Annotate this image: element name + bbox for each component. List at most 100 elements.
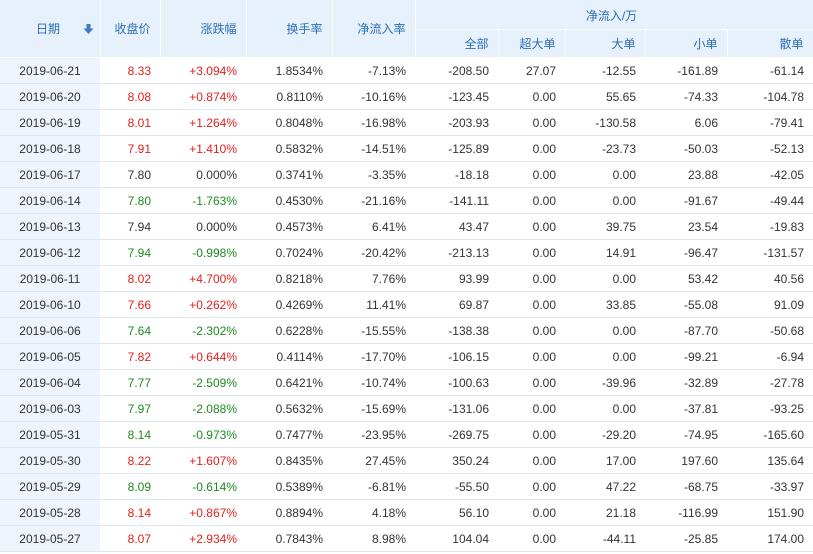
header-large[interactable]: 大单 [565, 29, 646, 58]
cell-net-ratio: -16.98% [332, 109, 415, 136]
cell-net-ratio: -7.13% [332, 57, 415, 84]
cell-change: +1.607% [160, 447, 246, 474]
header-change[interactable]: 涨跌幅 [160, 0, 247, 58]
cell-extra-large: 0.00 [498, 239, 565, 266]
cell-large: -130.58 [565, 109, 645, 136]
cell-turnover: 0.3741% [246, 161, 332, 188]
header-small[interactable]: 小单 [645, 29, 728, 58]
cell-turnover: 0.5389% [246, 473, 332, 500]
table-row: 2019-05-29 8.09 -0.614% 0.5389% -6.81% -55.50… [0, 473, 813, 500]
cell-turnover: 0.4269% [246, 291, 332, 318]
cell-close: 8.07 [100, 525, 160, 552]
cell-retail: -6.94 [727, 343, 813, 370]
header-date-label: 日期 [36, 22, 61, 36]
table-row: 2019-06-04 7.77 -2.509% 0.6421% -10.74% -100.… [0, 369, 813, 396]
cell-date: 2019-05-31 [0, 421, 100, 448]
cell-extra-large: 0.00 [498, 473, 565, 500]
cell-extra-large: 0.00 [498, 135, 565, 162]
cell-large: 0.00 [565, 395, 645, 422]
cell-large: 39.75 [565, 213, 645, 240]
cell-large: -39.96 [565, 369, 645, 396]
cell-change: -0.614% [160, 473, 246, 500]
cell-extra-large: 0.00 [498, 161, 565, 188]
cell-date: 2019-05-27 [0, 525, 100, 552]
cell-small: -116.99 [645, 499, 727, 526]
cell-large: -12.55 [565, 57, 645, 84]
header-retail[interactable]: 散单 [727, 29, 813, 58]
cell-net-ratio: 27.45% [332, 447, 415, 474]
table-row: 2019-06-06 7.64 -2.302% 0.6228% -15.55% -138.… [0, 317, 813, 344]
header-extra-large[interactable]: 超大单 [498, 29, 566, 58]
cell-turnover: 0.4573% [246, 213, 332, 240]
cell-small: -55.08 [645, 291, 727, 318]
cell-date: 2019-06-13 [0, 213, 100, 240]
cell-small: 6.06 [645, 109, 727, 136]
table-row: 2019-06-12 7.94 -0.998% 0.7024% -20.42% -213.… [0, 239, 813, 266]
cell-all: -131.06 [415, 395, 498, 422]
header-turnover[interactable]: 换手率 [246, 0, 333, 58]
cell-date: 2019-06-06 [0, 317, 100, 344]
cell-close: 7.66 [100, 291, 160, 318]
table-row: 2019-06-20 8.08 +0.874% 0.8110% -10.16% -123.… [0, 83, 813, 110]
cell-date: 2019-05-30 [0, 447, 100, 474]
table-row: 2019-05-31 8.14 -0.973% 0.7477% -23.95% -269.… [0, 421, 813, 448]
table-row: 2019-06-03 7.97 -2.088% 0.5632% -15.69% -131.… [0, 395, 813, 422]
cell-change: +4.700% [160, 265, 246, 292]
cell-change: +0.867% [160, 499, 246, 526]
table-row: 2019-06-21 8.33 +3.094% 1.8534% -7.13% -208.5… [0, 57, 813, 84]
cell-large: 17.00 [565, 447, 645, 474]
cell-small: 197.60 [645, 447, 727, 474]
cell-small: 23.54 [645, 213, 727, 240]
cell-turnover: 0.4114% [246, 343, 332, 370]
cell-change: -2.302% [160, 317, 246, 344]
header-close[interactable]: 收盘价 [100, 0, 161, 58]
cell-net-ratio: -10.74% [332, 369, 415, 396]
cell-change: +0.644% [160, 343, 246, 370]
cell-turnover: 0.8048% [246, 109, 332, 136]
table-row: 2019-06-14 7.80 -1.763% 0.4530% -21.16% -141.… [0, 187, 813, 214]
cell-all: -141.11 [415, 187, 498, 214]
cell-retail: -33.97 [727, 473, 813, 500]
cell-all: 104.04 [415, 525, 498, 552]
cell-net-ratio: -15.69% [332, 395, 415, 422]
cell-all: 43.47 [415, 213, 498, 240]
cell-retail: 40.56 [727, 265, 813, 292]
cell-retail: 91.09 [727, 291, 813, 318]
cell-extra-large: 0.00 [498, 213, 565, 240]
cell-date: 2019-06-17 [0, 161, 100, 188]
header-all[interactable]: 全部 [415, 29, 499, 58]
cell-change: +1.410% [160, 135, 246, 162]
table-row: 2019-06-10 7.66 +0.262% 0.4269% 11.41% 69.87 0… [0, 291, 813, 318]
cell-turnover: 1.8534% [246, 57, 332, 84]
cell-net-ratio: 11.41% [332, 291, 415, 318]
cell-retail: 135.64 [727, 447, 813, 474]
cell-date: 2019-06-21 [0, 57, 100, 84]
sort-desc-arrow-icon[interactable] [83, 23, 94, 37]
cell-retail: -42.05 [727, 161, 813, 188]
table-row: 2019-06-18 7.91 +1.410% 0.5832% -14.51% -125.… [0, 135, 813, 162]
cell-all: -100.63 [415, 369, 498, 396]
cell-date: 2019-05-28 [0, 499, 100, 526]
cell-all: 93.99 [415, 265, 498, 292]
cell-all: -55.50 [415, 473, 498, 500]
cell-net-ratio: -23.95% [332, 421, 415, 448]
cell-all: 56.10 [415, 499, 498, 526]
cell-turnover: 0.6228% [246, 317, 332, 344]
header-net-ratio[interactable]: 净流入率 [332, 0, 416, 58]
cell-small: -50.03 [645, 135, 727, 162]
cell-all: 350.24 [415, 447, 498, 474]
cell-close: 8.09 [100, 473, 160, 500]
cell-change: -0.973% [160, 421, 246, 448]
cell-close: 7.77 [100, 369, 160, 396]
table-row: 2019-05-28 8.14 +0.867% 0.8894% 4.18% 56.10 0.… [0, 499, 813, 526]
cell-retail: -165.60 [727, 421, 813, 448]
cell-turnover: 0.8435% [246, 447, 332, 474]
cell-all: -138.38 [415, 317, 498, 344]
table-row: 2019-06-11 8.02 +4.700% 0.8218% 7.76% 93.99 0.… [0, 265, 813, 292]
table-row: 2019-06-17 7.80 0.000% 0.3741% -3.35% -18.18 0… [0, 161, 813, 188]
cell-small: -161.89 [645, 57, 727, 84]
table-row: 2019-05-30 8.22 +1.607% 0.8435% 27.45% 350.24… [0, 447, 813, 474]
header-date[interactable]: 日期 [0, 0, 101, 58]
cell-change: -1.763% [160, 187, 246, 214]
cell-date: 2019-06-03 [0, 395, 100, 422]
